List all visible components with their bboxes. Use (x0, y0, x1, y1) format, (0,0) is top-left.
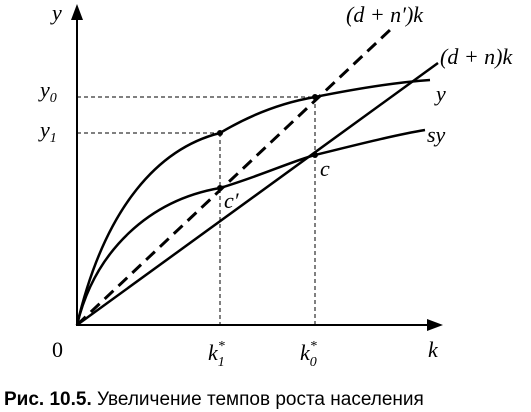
x-arrow (427, 319, 443, 331)
y1-sub: 1 (50, 131, 57, 146)
savings-curve (75, 128, 426, 326)
line-old-label: (d + n)k (440, 44, 513, 69)
output-label: y (434, 81, 446, 106)
caption-text: Увеличение темпов роста населения (97, 389, 424, 410)
k1-sup: * (218, 339, 225, 354)
y0-label: y0 (38, 77, 57, 106)
x-axis-label: k (428, 337, 439, 362)
point-c: c (320, 156, 330, 181)
k1-label: k* 1 (208, 339, 225, 370)
guides (77, 96, 316, 325)
origin-label: 0 (52, 337, 63, 362)
k0-sub: 0 (310, 355, 317, 370)
caption-number: Рис. 10.5. (4, 389, 92, 410)
caption: Рис. 10.5. Увеличение темпов роста насел… (4, 389, 424, 410)
point-c-prime: c′ (224, 188, 240, 213)
y-arrow (71, 4, 83, 20)
y0-sub: 0 (50, 91, 57, 106)
k0-sup: * (310, 339, 317, 354)
line-old (76, 61, 439, 327)
line-new (75, 28, 392, 327)
y1-base: y (38, 117, 50, 142)
savings-label: sy (427, 122, 446, 147)
k1-base: k (208, 340, 219, 365)
k0-label: k* 0 (300, 339, 317, 370)
line-new-label: (d + n′)k (346, 2, 424, 27)
k0-base: k (300, 340, 311, 365)
y0-base: y (38, 77, 50, 102)
points (217, 94, 318, 191)
k1-sub: 1 (218, 355, 225, 370)
y-axis-label: y (50, 0, 62, 25)
output-curve (75, 78, 431, 326)
y1-label: y1 (38, 117, 57, 146)
